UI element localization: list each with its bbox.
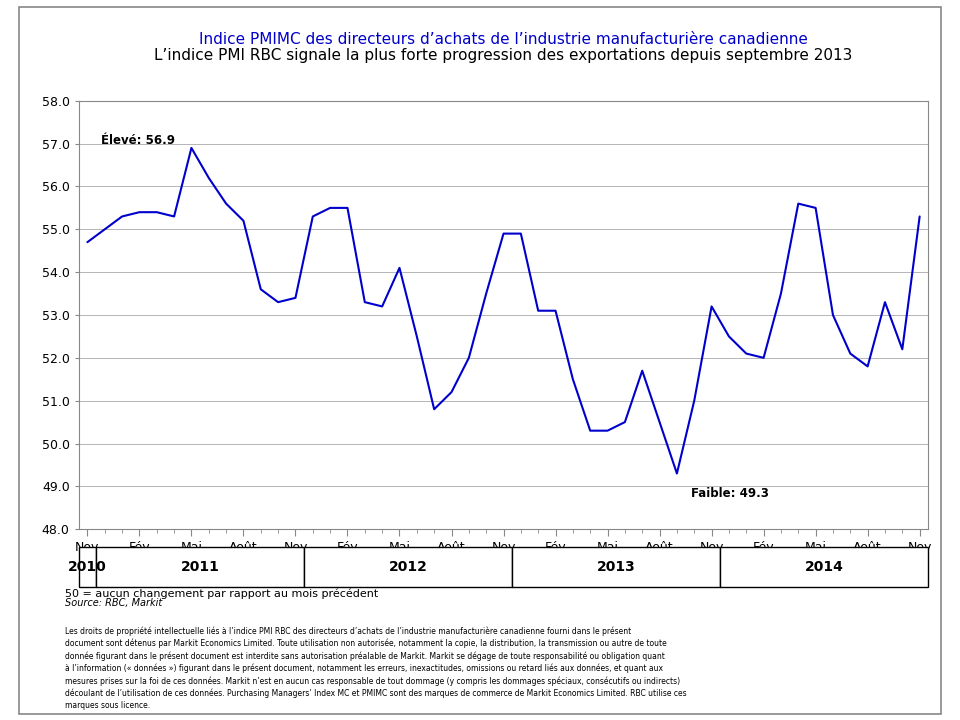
Text: 50 = aucun changement par rapport au mois précédent: 50 = aucun changement par rapport au moi… [65, 589, 378, 599]
Text: 2010: 2010 [68, 560, 107, 574]
Text: 2011: 2011 [180, 560, 220, 574]
Text: L’indice PMI RBC signale la plus forte progression des exportations depuis septe: L’indice PMI RBC signale la plus forte p… [155, 48, 852, 63]
Text: 2013: 2013 [597, 560, 636, 574]
Text: Indice PMIMC des directeurs d’achats de l’industrie manufacturière canadienne: Indice PMIMC des directeurs d’achats de … [199, 32, 808, 47]
Text: Élevé: 56.9: Élevé: 56.9 [101, 135, 176, 148]
Text: Source: RBC, Markit: Source: RBC, Markit [65, 598, 162, 608]
Text: 2012: 2012 [389, 560, 427, 574]
Text: Les droits de propriété intellectuelle liés à l’indice PMI RBC des directeurs d’: Les droits de propriété intellectuelle l… [65, 626, 687, 710]
Text: 2014: 2014 [804, 560, 844, 574]
Text: Faible: 49.3: Faible: 49.3 [691, 487, 769, 500]
